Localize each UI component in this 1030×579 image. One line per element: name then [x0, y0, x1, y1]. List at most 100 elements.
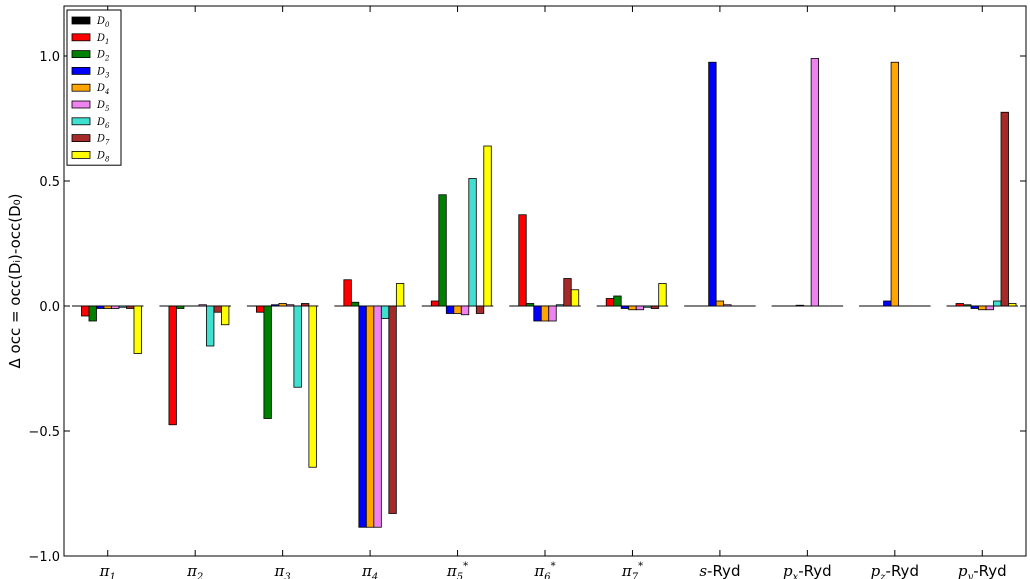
bar-D7-0 [126, 305, 135, 309]
bar-D5-10 [985, 305, 994, 311]
bar-D7-5 [563, 278, 572, 307]
bar-D8-3 [395, 283, 405, 307]
x-tick-label: s-Ryd [699, 562, 740, 579]
bar-D8-6 [658, 283, 667, 307]
x-tick-label: pz-Ryd [871, 562, 919, 579]
bar-D4-10 [978, 305, 987, 311]
legend-label-D6: D6 [96, 117, 110, 130]
bar-D4-6 [628, 305, 637, 311]
bar-D5-3 [373, 305, 382, 528]
bar-D7-10 [1000, 111, 1009, 307]
bar-D3-8 [795, 304, 805, 307]
bar-D5-8 [810, 58, 820, 307]
legend-swatch-D7 [71, 134, 91, 143]
x-tick-label: π4 [361, 562, 378, 579]
bar-D8-4 [483, 145, 492, 307]
plot-area [63, 5, 1027, 557]
bar-D8-5 [570, 289, 580, 307]
y-axis-ticks: −1.0 −0.5 0.0 0.5 1.0 [28, 50, 1026, 565]
bar-D7-6 [650, 305, 660, 309]
bar-D2-5 [525, 303, 535, 307]
legend-label-D7: D7 [96, 134, 110, 147]
bar-D6-1 [206, 305, 215, 347]
y-axis-label: Δ occ = occ(Dᵢ)-occ(D₀) [6, 193, 24, 368]
bar-D8-10 [1008, 303, 1017, 307]
bars [81, 58, 1017, 528]
legend-swatch-D3 [71, 67, 91, 75]
legend: D0 D1 D2 D3 D4 D5 D6 D7 D8 [66, 9, 122, 166]
bar-D4-5 [540, 305, 550, 322]
legend-label-D2: D2 [96, 50, 110, 63]
bar-D3-10 [970, 305, 979, 309]
x-tick-label: π1 [99, 562, 116, 579]
x-tick-label: π7* [621, 561, 643, 579]
legend-swatch-D6 [71, 117, 91, 126]
bar-D5-7 [723, 304, 732, 307]
legend-label-D0: D0 [96, 16, 110, 29]
bar-D2-1 [176, 305, 185, 309]
bar-D8-2 [308, 305, 317, 468]
bar-D7-3 [388, 305, 397, 514]
bar-D2-4 [438, 194, 447, 307]
bar-D1-4 [430, 300, 440, 307]
bar-D2-3 [350, 301, 360, 307]
bar-D2-10 [963, 304, 972, 307]
bar-D4-7 [715, 300, 725, 307]
bar-D6-0 [118, 305, 127, 308]
legend-swatch-D5 [71, 100, 91, 109]
x-tick-label: π6* [533, 561, 555, 579]
legend-swatch-D8 [71, 150, 91, 159]
bar-D5-5 [548, 305, 557, 322]
y-tick-label: 1.0 [39, 50, 60, 65]
x-tick-label: px-Ryd [783, 562, 832, 579]
legend-swatch-D4 [71, 83, 91, 92]
x-tick-label: π2 [186, 562, 203, 579]
bar-D4-3 [365, 305, 375, 528]
bar-D4-0 [103, 305, 112, 309]
bar-D2-6 [613, 295, 622, 307]
bar-D7-2 [300, 303, 310, 307]
bar-D3-9 [883, 300, 892, 307]
legend-label-D3: D3 [96, 66, 110, 79]
bar-D6-2 [293, 305, 302, 388]
bar-D3-6 [620, 305, 630, 309]
bar-D8-1 [221, 305, 230, 326]
bar-D4-9 [890, 61, 899, 307]
bar-D2-2 [263, 305, 272, 419]
bar-D3-2 [270, 304, 280, 307]
bar-D3-7 [708, 61, 717, 307]
bar-D5-0 [111, 305, 120, 309]
legend-label-D1: D1 [96, 33, 110, 46]
bar-D3-4 [445, 305, 455, 314]
legend-label-D5: D5 [96, 100, 110, 113]
legend-swatch-D0 [71, 16, 91, 25]
bar-D3-5 [533, 305, 542, 322]
bar-D6-10 [993, 300, 1002, 307]
bar-D5-4 [460, 305, 470, 316]
bar-D3-3 [358, 305, 367, 528]
bar-D7-1 [213, 305, 222, 313]
x-tick-label: py-Ryd [958, 562, 1007, 579]
bar-D1-3 [343, 279, 352, 307]
bar-D1-0 [81, 305, 90, 317]
bar-D1-5 [518, 214, 527, 307]
bar-D5-6 [635, 305, 645, 311]
x-tick-label: π3 [274, 562, 291, 579]
bar-D5-1 [198, 304, 207, 307]
legend-label-D8: D8 [96, 150, 110, 163]
bar-D4-4 [453, 305, 462, 314]
bar-D6-6 [643, 305, 652, 308]
bar-D1-1 [168, 305, 177, 426]
y-tick-label: 0.0 [39, 300, 60, 315]
bar-D6-5 [555, 304, 565, 307]
bar-D2-0 [88, 305, 97, 322]
x-axis-ticks: π1 π2 π3 π4 π5* π6* π7* s-Ryd px-Ryd pz-Ryd py-Ryd [99, 6, 1007, 579]
y-tick-label: −1.0 [28, 550, 60, 565]
y-tick-label: −0.5 [28, 425, 60, 440]
bar-D1-2 [255, 305, 265, 313]
bar-D7-4 [475, 305, 485, 314]
legend-label-D4: D4 [96, 83, 110, 96]
bar-D8-0 [133, 305, 142, 354]
y-tick-label: 0.5 [39, 175, 60, 190]
